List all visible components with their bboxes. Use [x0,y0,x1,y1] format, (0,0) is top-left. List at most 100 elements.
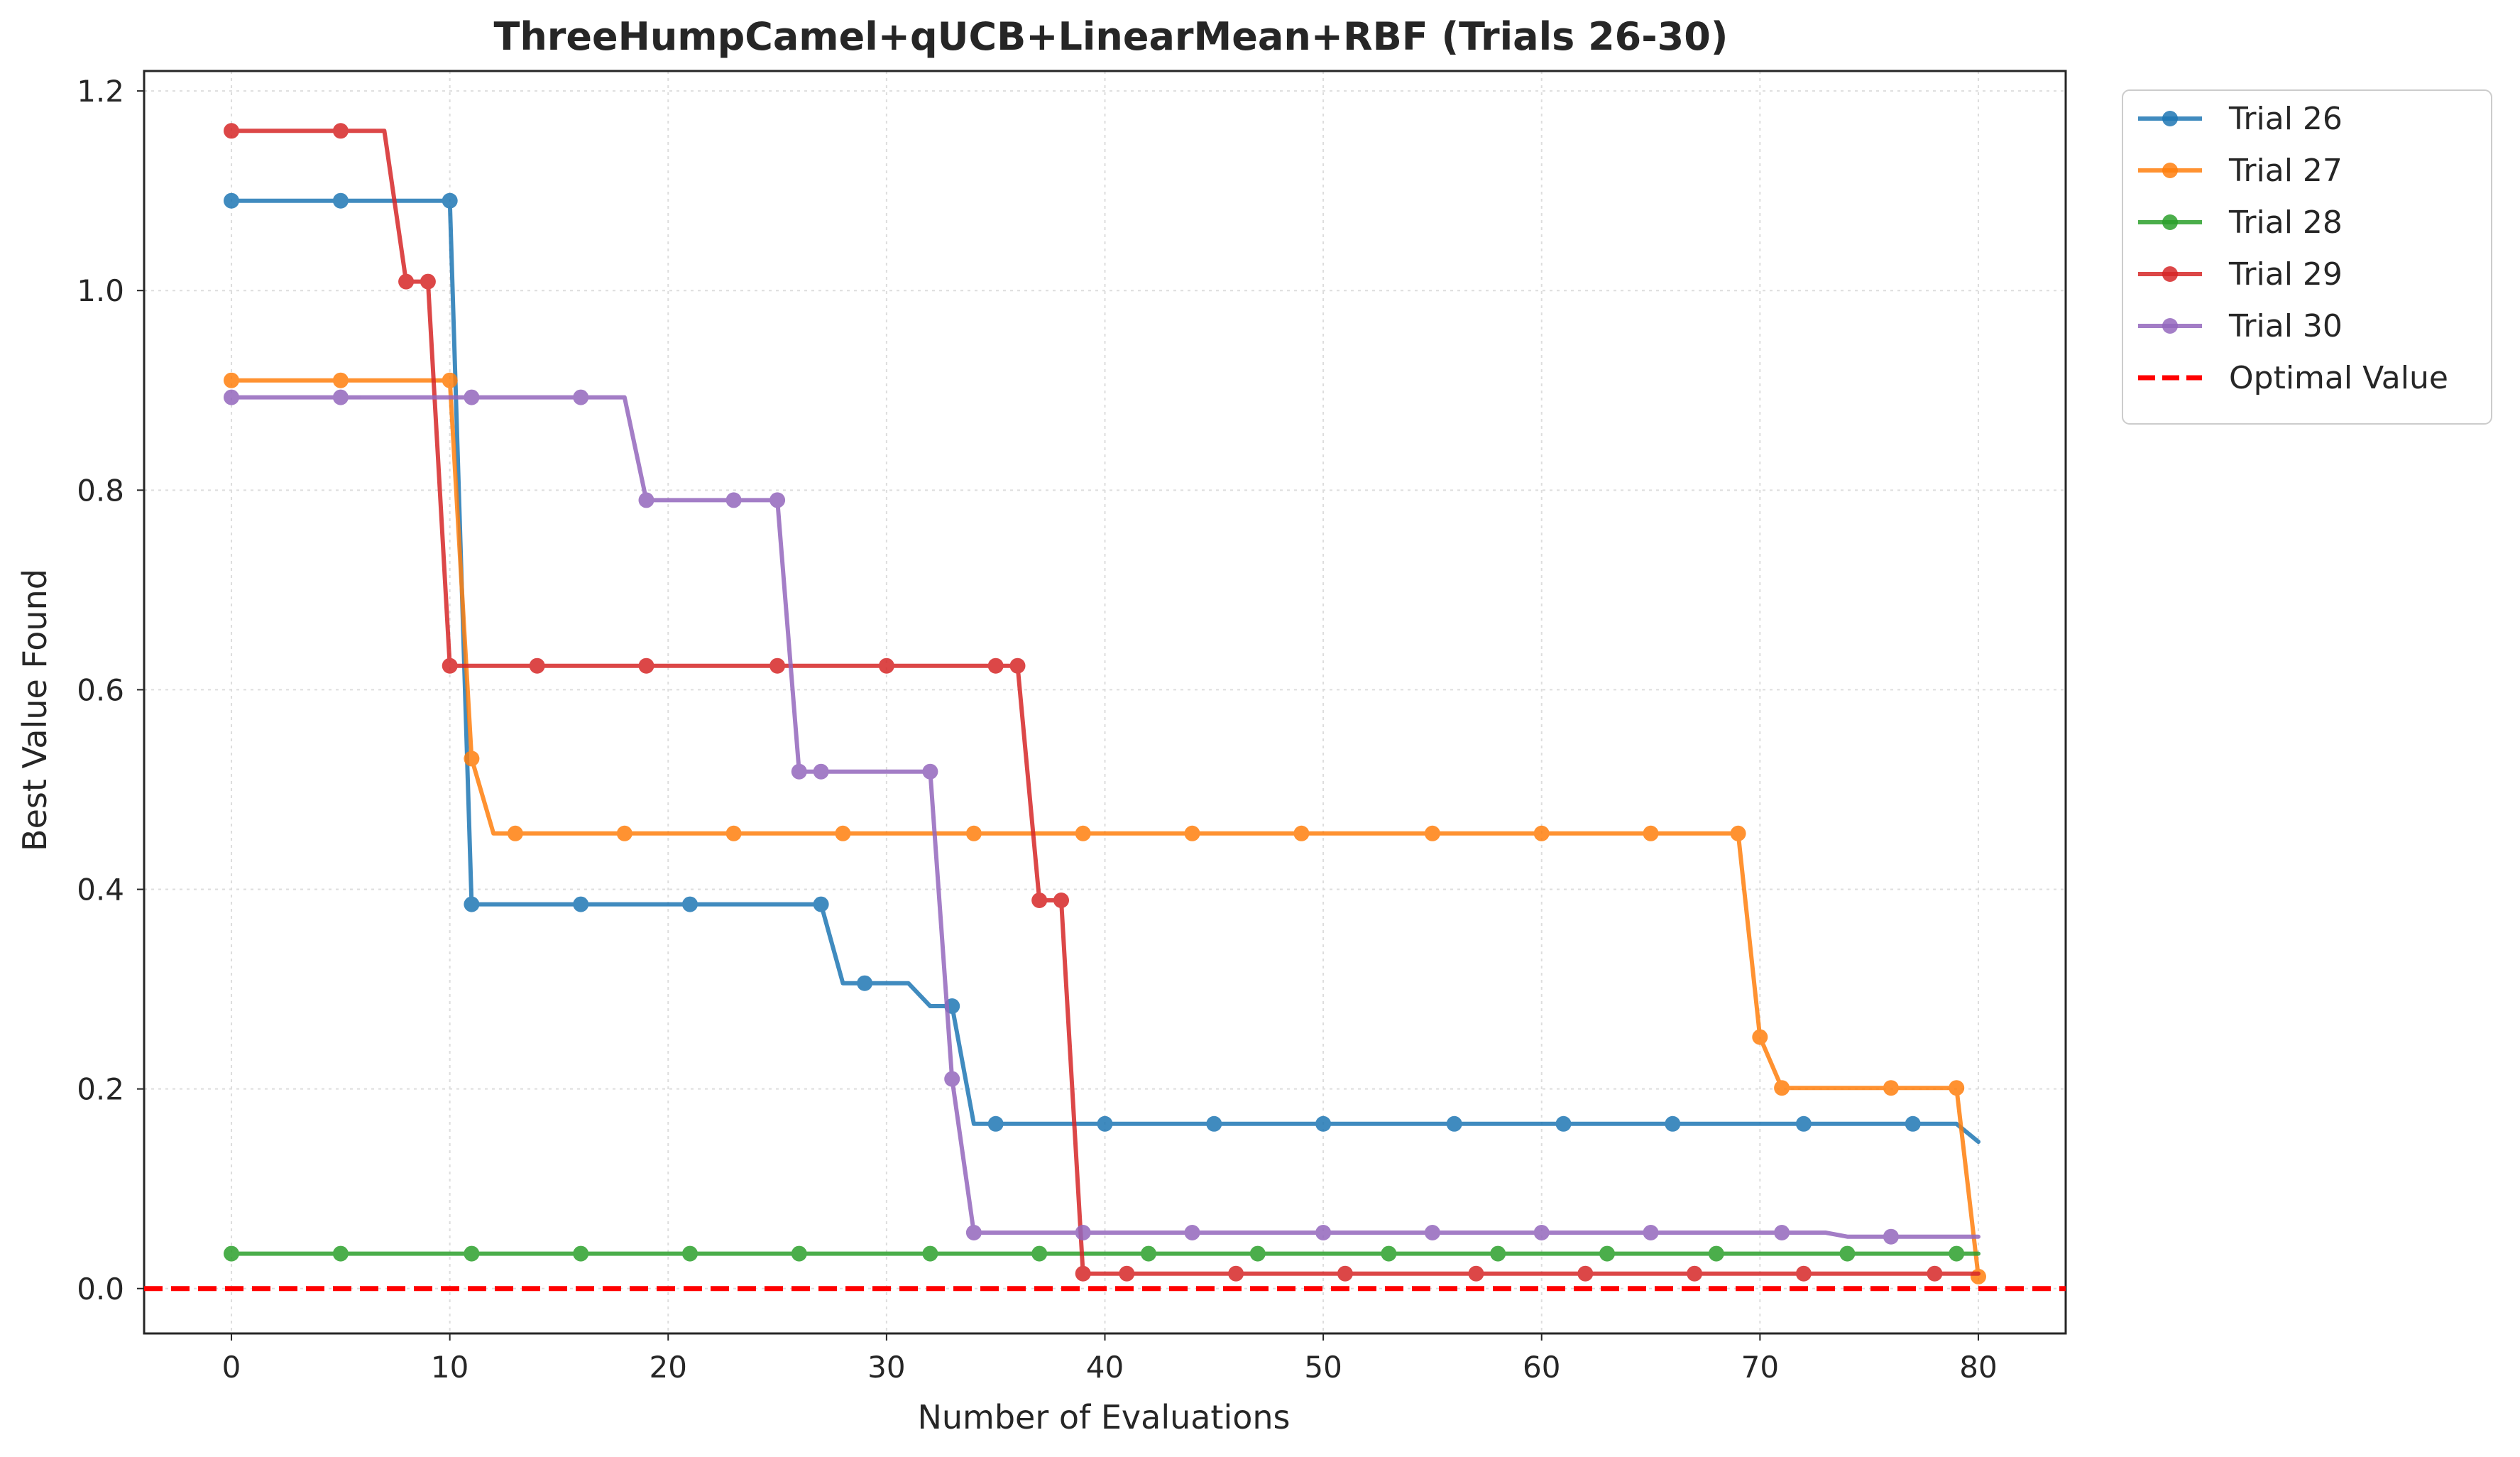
data-point [1883,1080,1899,1096]
legend-label: Optimal Value [2229,360,2448,396]
data-point [813,763,829,780]
data-point [573,1245,589,1262]
data-point [1293,825,1310,841]
data-point [224,1245,239,1262]
y-tick-label: 0.8 [77,473,124,508]
data-point [769,657,786,674]
legend-entry: Trial 28 [2138,204,2343,241]
data-point [398,273,415,290]
y-tick-label: 0.2 [77,1072,124,1107]
legend-marker [2162,163,2178,178]
data-point [332,192,349,209]
data-point [1883,1228,1899,1245]
data-point [1337,1265,1353,1282]
data-point [1774,1080,1790,1096]
data-point [1665,1115,1681,1132]
data-point [1708,1245,1724,1262]
x-axis-label: Number of Evaluations [917,1398,1290,1436]
data-point [1533,1225,1550,1240]
data-point [1228,1265,1244,1282]
data-point [1119,1265,1135,1282]
data-point [1097,1115,1113,1132]
data-point [922,763,938,780]
data-point [987,1115,1004,1132]
legend: Trial 26 Trial 27 Trial 28 Trial 29 Trial 30… [2122,89,2492,425]
data-point [1533,825,1550,841]
data-point [1315,1225,1332,1240]
x-tick-label: 50 [1304,1350,1342,1385]
series-line [229,129,1981,1276]
series-trial-30 [224,389,1981,1245]
data-point [682,1245,698,1262]
data-point [638,492,654,508]
series-trial-29 [224,123,1981,1282]
data-point [442,192,458,209]
data-point [1774,1225,1790,1240]
legend-entry: Optimal Value [2138,360,2448,396]
y-tick-label: 1.2 [77,74,124,109]
data-point [332,1245,349,1262]
series-lines [224,123,1986,1284]
data-point [682,896,698,912]
data-point [332,372,349,388]
data-point [1446,1115,1462,1132]
data-point [857,975,873,991]
legend-label: Trial 29 [2228,256,2343,293]
legend-marker [2162,214,2178,230]
data-point [965,825,982,841]
legend-marker [2162,318,2178,334]
data-point [224,123,239,139]
data-point [1424,825,1440,841]
data-point [1599,1245,1615,1262]
legend-label: Trial 28 [2228,204,2343,241]
data-point [420,273,436,290]
data-point [1075,825,1091,841]
data-point [442,657,458,674]
data-point [944,1071,960,1087]
legend-label: Trial 26 [2228,101,2343,137]
data-point [464,389,480,405]
data-point [442,372,458,388]
data-point [1381,1245,1397,1262]
data-point [1490,1245,1506,1262]
x-tick-label: 10 [431,1350,469,1385]
data-point [965,1225,982,1240]
x-tick-label: 70 [1741,1350,1779,1385]
data-point [1643,825,1659,841]
data-point [638,657,654,674]
data-point [1795,1115,1812,1132]
y-tick-label: 1.0 [77,273,124,308]
data-point [464,1245,480,1262]
data-point [573,896,589,912]
data-point [464,896,480,912]
legend-label: Trial 30 [2228,308,2343,344]
data-point [1184,1225,1200,1240]
legend-marker [2162,111,2178,126]
data-point [922,1245,938,1262]
data-point [791,763,807,780]
data-point [1555,1115,1572,1132]
legend-entry: Trial 29 [2138,256,2343,293]
data-point [1009,657,1026,674]
x-tick-label: 60 [1523,1350,1560,1385]
data-point [987,657,1004,674]
data-point [791,1245,807,1262]
x-tick-label: 0 [222,1350,241,1385]
chart-title: ThreeHumpCamel+qUCB+LinearMean+RBF (Tria… [494,14,1729,59]
data-point [616,825,632,841]
data-point [1031,1245,1048,1262]
plot-frame [143,70,2067,1335]
data-point [224,389,239,405]
data-point [332,389,349,405]
data-point [224,372,239,388]
data-point [878,657,894,674]
data-point [1141,1245,1156,1262]
data-point [1949,1080,1965,1096]
data-point [1577,1265,1594,1282]
series-line [229,198,1981,1145]
data-point [1752,1029,1768,1045]
legend-entry: Trial 30 [2138,308,2343,344]
data-point [813,896,829,912]
data-point [1643,1225,1659,1240]
